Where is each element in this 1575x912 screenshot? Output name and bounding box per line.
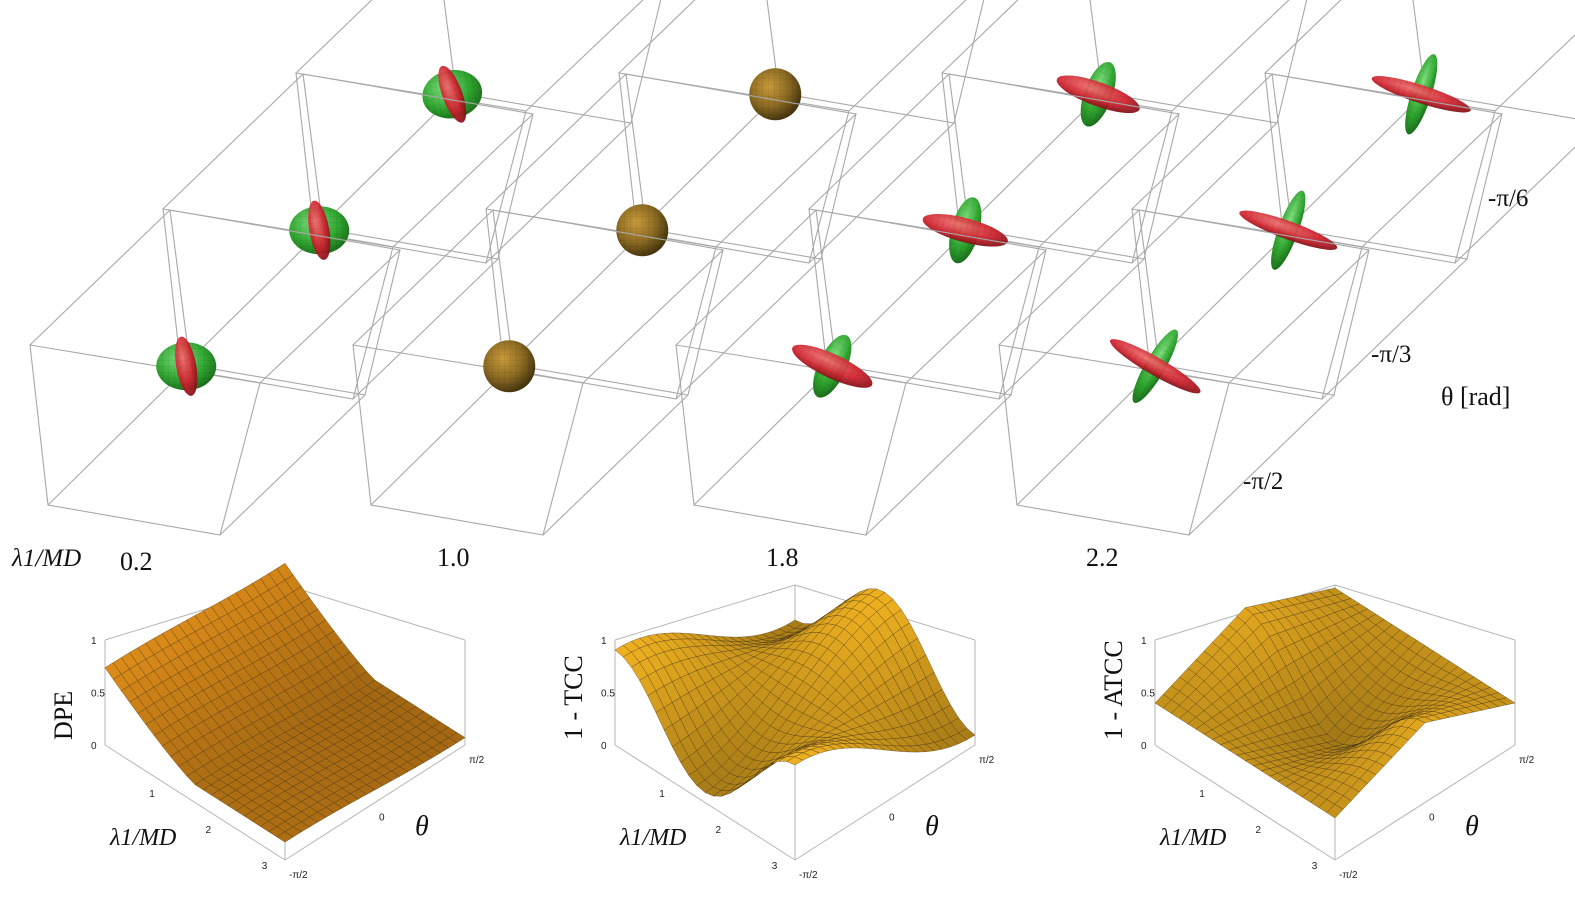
- y-tick-label: π/2: [979, 755, 995, 766]
- y-tick-label: -π/2: [1339, 870, 1358, 881]
- y-tick-label: 0: [889, 813, 895, 824]
- z-axis-label: 1 - TCC: [559, 655, 588, 740]
- ellipsoid-box: [162, 73, 534, 400]
- z-tick-label: 0.5: [601, 689, 615, 700]
- lambda-value-0: 0.2: [120, 547, 153, 576]
- ellipsoid-box: [352, 209, 724, 536]
- ellipsoid-box: [618, 0, 985, 264]
- x-tick-label: 2: [206, 825, 212, 836]
- ellipsoid-box: [485, 73, 857, 400]
- z-tick-label: 0: [1141, 741, 1147, 752]
- z-axis-label: DPE: [49, 691, 78, 740]
- x-axis-label: λ1/MD: [619, 825, 686, 851]
- z-tick-label: 0: [91, 741, 97, 752]
- x-tick-label: 1: [1199, 789, 1205, 800]
- z-tick-label: 0.5: [1141, 689, 1155, 700]
- ellipsoid-box: [1131, 73, 1503, 400]
- x-tick-label: 2: [716, 825, 722, 836]
- y-tick-label: 0: [1429, 813, 1435, 824]
- z-axis-label: 1 - ATCC: [1099, 640, 1128, 740]
- ellipsoid-box: [295, 0, 662, 264]
- theta-value-0: -π/6: [1488, 185, 1528, 212]
- x-tick-label: 3: [262, 861, 268, 872]
- x-tick-label: 3: [1312, 861, 1318, 872]
- z-tick-label: 0: [601, 741, 607, 752]
- z-tick-label: 0.5: [91, 689, 105, 700]
- y-tick-label: -π/2: [799, 870, 818, 881]
- ellipsoid-box: [1264, 0, 1575, 264]
- z-tick-label: 1: [91, 636, 97, 647]
- lambda-value-3: 2.2: [1086, 543, 1119, 572]
- lambda-value-1: 1.0: [437, 543, 470, 572]
- theta-value-2: -π/2: [1243, 468, 1283, 495]
- ellipsoid-box: [808, 73, 1180, 400]
- surface-plot-1: 0 0.5 1 1 2 3 -π/2 0 π/2 1 - TCC λ1/MD θ: [559, 584, 995, 881]
- z-tick-label: 1: [1141, 636, 1147, 647]
- ellipsoid-grid: [29, 0, 1575, 536]
- x-axis-label: λ1/MD: [1159, 825, 1226, 851]
- x-tick-label: 1: [659, 789, 665, 800]
- ellipsoid-box: [998, 209, 1370, 536]
- surface-plots: 0 0.5 1 1 2 3 -π/2 0 π/2 DPE λ1/MD θ 0 0.5 1 1 2 3 -π/2 0 π/…: [49, 562, 1535, 881]
- theta-axis-label: θ [rad]: [1441, 382, 1510, 411]
- surface-plot-0: 0 0.5 1 1 2 3 -π/2 0 π/2 DPE λ1/MD θ: [49, 562, 485, 881]
- y-axis-label: θ: [415, 811, 429, 842]
- x-tick-label: 2: [1256, 825, 1262, 836]
- ellipsoid-box: [29, 209, 401, 536]
- theta-value-1: -π/3: [1371, 341, 1411, 368]
- lambda-value-2: 1.8: [766, 543, 799, 572]
- y-axis-label: θ: [1465, 811, 1479, 842]
- y-tick-label: -π/2: [289, 870, 308, 881]
- y-tick-label: π/2: [469, 755, 485, 766]
- x-axis-label: λ1/MD: [109, 825, 176, 851]
- surface-plot-2: 0 0.5 1 1 2 3 -π/2 0 π/2 1 - ATCC λ1/MD θ: [1099, 584, 1535, 881]
- y-tick-label: π/2: [1519, 755, 1535, 766]
- y-tick-label: 0: [379, 813, 385, 824]
- x-tick-label: 3: [772, 861, 778, 872]
- z-tick-label: 1: [601, 636, 607, 647]
- x-tick-label: 1: [149, 789, 155, 800]
- lambda-axis-label: λ1/MD: [11, 545, 81, 572]
- y-axis-label: θ: [925, 811, 939, 842]
- ellipsoid-box: [675, 209, 1047, 536]
